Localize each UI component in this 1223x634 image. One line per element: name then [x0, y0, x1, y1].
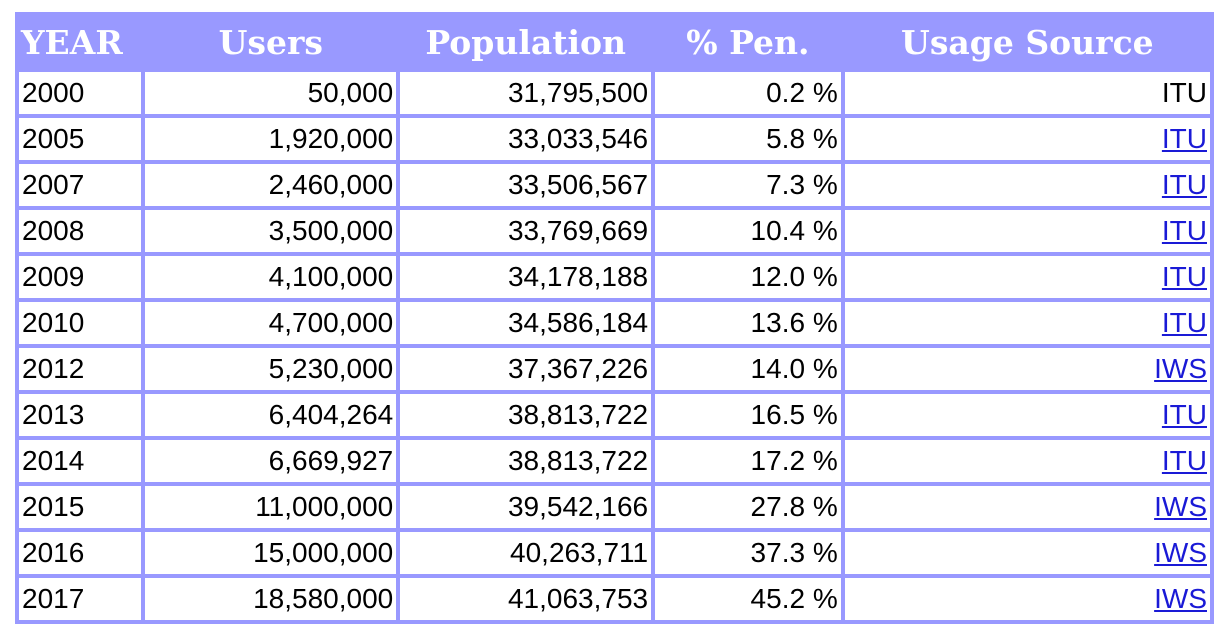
cell-users: 4,700,000 — [145, 302, 397, 344]
cell-year: 2007 — [19, 164, 142, 206]
table-row: 2013 6,404,264 38,813,722 16.5 % ITU — [19, 394, 1210, 436]
cell-penetration: 13.6 % — [655, 302, 841, 344]
table-row: 2016 15,000,000 40,263,711 37.3 % IWS — [19, 532, 1210, 574]
table-row: 2005 1,920,000 33,033,546 5.8 % ITU — [19, 118, 1210, 160]
usage-source-link[interactable]: IWS — [1154, 491, 1207, 522]
cell-population: 38,813,722 — [400, 394, 652, 436]
cell-population: 33,033,546 — [400, 118, 652, 160]
usage-source-link[interactable]: ITU — [1161, 399, 1207, 430]
cell-population: 34,586,184 — [400, 302, 652, 344]
cell-usage-source: ITU — [844, 164, 1210, 206]
cell-year: 2015 — [19, 486, 142, 528]
cell-users: 18,580,000 — [145, 578, 397, 620]
header-year: YEAR — [21, 22, 123, 62]
cell-usage-source: ITU — [844, 118, 1210, 160]
cell-usage-source: IWS — [844, 532, 1210, 574]
cell-year: 2000 — [19, 72, 142, 114]
cell-year: 2014 — [19, 440, 142, 482]
cell-usage-source: IWS — [844, 348, 1210, 390]
cell-users: 1,920,000 — [145, 118, 397, 160]
cell-penetration: 37.3 % — [655, 532, 841, 574]
table-header-row: YEAR Users Population % Pen. Usage Sourc… — [19, 16, 1210, 68]
cell-penetration: 45.2 % — [655, 578, 841, 620]
cell-population: 31,795,500 — [400, 72, 652, 114]
header-population: Population — [425, 22, 627, 62]
internet-usage-table-frame: YEAR Users Population % Pen. Usage Sourc… — [15, 12, 1214, 624]
cell-users: 6,404,264 — [145, 394, 397, 436]
cell-users: 6,669,927 — [145, 440, 397, 482]
usage-source-text: ITU — [1161, 77, 1207, 108]
cell-penetration: 27.8 % — [655, 486, 841, 528]
cell-year: 2017 — [19, 578, 142, 620]
header-penetration: % Pen. — [686, 22, 810, 62]
table-row: 2010 4,700,000 34,586,184 13.6 % ITU — [19, 302, 1210, 344]
cell-users: 3,500,000 — [145, 210, 397, 252]
cell-users: 50,000 — [145, 72, 397, 114]
table-row: 2007 2,460,000 33,506,567 7.3 % ITU — [19, 164, 1210, 206]
cell-usage-source: ITU — [844, 394, 1210, 436]
cell-usage-source: IWS — [844, 486, 1210, 528]
cell-users: 2,460,000 — [145, 164, 397, 206]
cell-population: 34,178,188 — [400, 256, 652, 298]
table-row: 2012 5,230,000 37,367,226 14.0 % IWS — [19, 348, 1210, 390]
header-users: Users — [218, 22, 323, 62]
cell-population: 38,813,722 — [400, 440, 652, 482]
table-row: 2008 3,500,000 33,769,669 10.4 % ITU — [19, 210, 1210, 252]
cell-population: 33,769,669 — [400, 210, 652, 252]
cell-year: 2016 — [19, 532, 142, 574]
header-usage-source: Usage Source — [901, 22, 1154, 62]
usage-source-link[interactable]: ITU — [1161, 445, 1207, 476]
cell-users: 11,000,000 — [145, 486, 397, 528]
cell-usage-source: ITU — [844, 72, 1210, 114]
cell-year: 2009 — [19, 256, 142, 298]
table-row: 2000 50,000 31,795,500 0.2 % ITU — [19, 72, 1210, 114]
cell-penetration: 7.3 % — [655, 164, 841, 206]
cell-year: 2012 — [19, 348, 142, 390]
usage-source-link[interactable]: ITU — [1161, 169, 1207, 200]
cell-year: 2013 — [19, 394, 142, 436]
table-row: 2017 18,580,000 41,063,753 45.2 % IWS — [19, 578, 1210, 620]
cell-users: 5,230,000 — [145, 348, 397, 390]
cell-usage-source: ITU — [844, 302, 1210, 344]
usage-source-link[interactable]: IWS — [1154, 583, 1207, 614]
cell-year: 2005 — [19, 118, 142, 160]
table-row: 2009 4,100,000 34,178,188 12.0 % ITU — [19, 256, 1210, 298]
cell-population: 37,367,226 — [400, 348, 652, 390]
cell-penetration: 16.5 % — [655, 394, 841, 436]
table-row: 2014 6,669,927 38,813,722 17.2 % ITU — [19, 440, 1210, 482]
cell-penetration: 17.2 % — [655, 440, 841, 482]
cell-penetration: 5.8 % — [655, 118, 841, 160]
table-body: 2000 50,000 31,795,500 0.2 % ITU 2005 1,920,00… — [19, 72, 1210, 620]
cell-penetration: 0.2 % — [655, 72, 841, 114]
cell-usage-source: ITU — [844, 256, 1210, 298]
table-row: 2015 11,000,000 39,542,166 27.8 % IWS — [19, 486, 1210, 528]
cell-population: 41,063,753 — [400, 578, 652, 620]
cell-population: 39,542,166 — [400, 486, 652, 528]
cell-usage-source: IWS — [844, 578, 1210, 620]
cell-penetration: 10.4 % — [655, 210, 841, 252]
cell-population: 33,506,567 — [400, 164, 652, 206]
cell-users: 15,000,000 — [145, 532, 397, 574]
cell-users: 4,100,000 — [145, 256, 397, 298]
cell-year: 2008 — [19, 210, 142, 252]
cell-usage-source: ITU — [844, 210, 1210, 252]
usage-source-link[interactable]: ITU — [1161, 215, 1207, 246]
cell-year: 2010 — [19, 302, 142, 344]
internet-usage-table: YEAR Users Population % Pen. Usage Sourc… — [15, 12, 1214, 624]
cell-penetration: 12.0 % — [655, 256, 841, 298]
cell-penetration: 14.0 % — [655, 348, 841, 390]
usage-source-link[interactable]: ITU — [1161, 261, 1207, 292]
cell-usage-source: ITU — [844, 440, 1210, 482]
usage-source-link[interactable]: ITU — [1161, 307, 1207, 338]
usage-source-link[interactable]: IWS — [1154, 353, 1207, 384]
usage-source-link[interactable]: IWS — [1154, 537, 1207, 568]
usage-source-link[interactable]: ITU — [1161, 123, 1207, 154]
cell-population: 40,263,711 — [400, 532, 652, 574]
